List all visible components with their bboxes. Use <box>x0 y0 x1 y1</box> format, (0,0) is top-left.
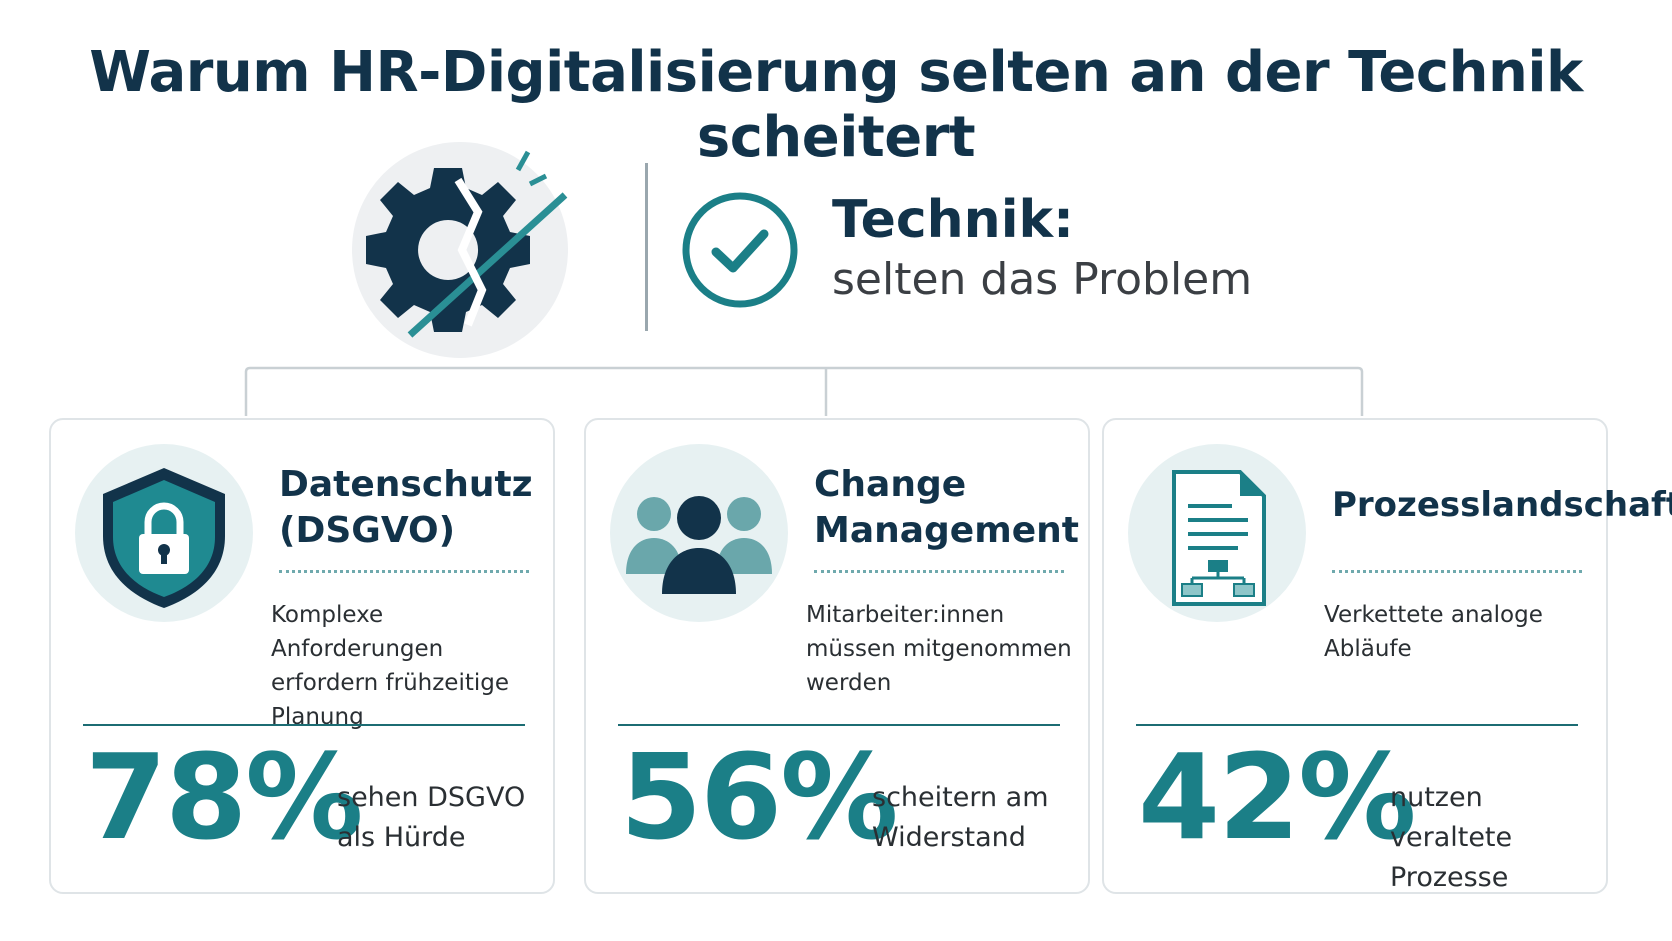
hero-divider <box>645 163 648 331</box>
shield-lock-icon <box>75 444 253 622</box>
stat-text: scheitern am Widerstand <box>872 782 1049 853</box>
card-divider <box>83 724 525 726</box>
hero-heading: Technik: <box>832 190 1074 250</box>
dotted-divider <box>1332 570 1582 573</box>
broken-gear-icon <box>350 140 570 360</box>
page-title: Warum HR-Digitalisierung selten an der T… <box>89 40 1583 170</box>
card-prozesslandschaft: Prozesslandschaft Verkettete analoge Abl… <box>1102 418 1672 894</box>
dotted-divider <box>814 570 1064 573</box>
hero-subheading: selten das Problem <box>832 254 1253 305</box>
dotted-divider <box>279 570 529 573</box>
stat-text: nutzen veraltete Prozesse <box>1390 782 1513 893</box>
card-change-management: Change Management Mitarbeiter:innen müss… <box>584 418 1090 894</box>
check-circle-icon <box>678 188 802 312</box>
card-datenschutz: Datenschutz (DSGVO) Komplexe Anforderung… <box>49 418 555 894</box>
stat-percent: 42% <box>1138 728 1416 866</box>
stat-percent: 56% <box>620 728 898 866</box>
card-title: Change Management <box>814 464 1079 551</box>
people-group-icon <box>610 444 788 622</box>
card-title: Prozesslandschaft <box>1332 485 1672 525</box>
card-description: Mitarbeiter:innen müssen mitgenommen wer… <box>806 602 1072 696</box>
card-description: Komplexe Anforderungen erfordern frühzei… <box>271 602 509 730</box>
stat-text: sehen DSGVO als Hürde <box>337 782 526 853</box>
card-description: Verkettete analoge Abläufe <box>1324 602 1543 662</box>
card-title: Datenschutz (DSGVO) <box>279 464 533 551</box>
document-flow-icon <box>1128 444 1306 622</box>
stat-percent: 78% <box>85 728 363 866</box>
card-divider <box>1136 724 1578 726</box>
card-divider <box>618 724 1060 726</box>
